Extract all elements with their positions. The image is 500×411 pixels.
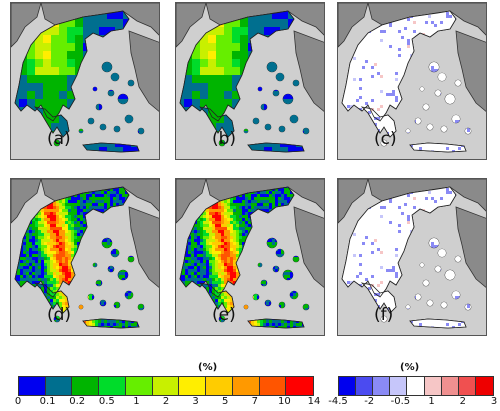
map-greece-d bbox=[11, 179, 159, 329]
colorbar-swatch bbox=[339, 377, 357, 395]
panel-label-e: (e) bbox=[212, 305, 236, 325]
map-panel-f: (f) bbox=[337, 178, 487, 336]
colorbar-tick-label: 14 bbox=[307, 396, 321, 407]
colorbar-tick-label: 0.5 bbox=[98, 396, 115, 407]
colorbar-tick-label: 5 bbox=[222, 396, 229, 407]
colorbar-swatch bbox=[259, 377, 287, 395]
neighbour-land-0 bbox=[11, 179, 42, 224]
neighbour-land-2 bbox=[128, 30, 159, 112]
colorbar-left-title: (%) bbox=[198, 362, 218, 373]
colorbar-swatch bbox=[72, 377, 100, 395]
neighbour-land-0 bbox=[176, 3, 207, 48]
colorbar-right-title: (%) bbox=[400, 362, 420, 373]
colorbar-swatch bbox=[232, 377, 260, 395]
map-greece-c bbox=[338, 3, 486, 153]
neighbour-land-2 bbox=[455, 206, 486, 288]
colorbar-tick-label: 7 bbox=[251, 396, 258, 407]
panel-label-b: (b) bbox=[212, 129, 237, 149]
map-panel-b: (b) bbox=[175, 2, 325, 160]
map-panel-d: (d) bbox=[10, 178, 160, 336]
colorbar-tick-label: 0.2 bbox=[69, 396, 86, 407]
panel-label-c: (c) bbox=[374, 129, 397, 149]
map-greece-a bbox=[11, 3, 159, 153]
colorbar-tick-label: 1 bbox=[428, 396, 435, 407]
colorbar-tick-label: 10 bbox=[278, 396, 291, 407]
neighbour-land-0 bbox=[176, 179, 207, 224]
colorbar-swatch bbox=[179, 377, 207, 395]
colorbar-swatch bbox=[286, 377, 314, 395]
colorbar-tick-label: 0.1 bbox=[39, 396, 56, 407]
colorbar-swatch bbox=[390, 377, 408, 395]
colorbar-swatch bbox=[407, 377, 425, 395]
neighbour-land-2 bbox=[455, 30, 486, 112]
neighbour-land-2 bbox=[293, 30, 324, 112]
colorbar-swatch bbox=[458, 377, 476, 395]
colorbar-tick-label: 2 bbox=[162, 396, 170, 407]
map-panel-c: (c) bbox=[337, 2, 487, 160]
colorbar-swatch bbox=[45, 377, 73, 395]
map-panel-a: (a) bbox=[10, 2, 160, 160]
colorbar-swatch bbox=[125, 377, 153, 395]
colorbar-swatch bbox=[206, 377, 233, 395]
neighbour-land-2 bbox=[128, 206, 159, 288]
colorbar-swatch bbox=[152, 377, 180, 395]
panel-label-f: (f) bbox=[374, 305, 394, 325]
panel-label-a: (a) bbox=[47, 129, 71, 149]
colorbar-swatch bbox=[475, 377, 493, 395]
colorbar-left bbox=[18, 376, 314, 396]
map-panel-e: (e) bbox=[175, 178, 325, 336]
neighbour-land-0 bbox=[11, 3, 42, 48]
colorbar-tick-label: 1 bbox=[133, 396, 140, 407]
neighbour-land-0 bbox=[338, 179, 369, 224]
colorbar-tick-label: -4.5 bbox=[328, 396, 348, 407]
colorbar-tick-label: 2 bbox=[459, 396, 466, 407]
neighbour-land-2 bbox=[293, 206, 324, 288]
colorbar-swatch bbox=[19, 377, 46, 395]
colorbar-swatch bbox=[356, 377, 374, 395]
colorbar-tick-label: 3 bbox=[490, 396, 498, 407]
colorbar-tick-label: -0.5 bbox=[390, 396, 411, 407]
colorbar-tick-label: 3 bbox=[192, 396, 199, 407]
colorbar-swatch bbox=[441, 377, 459, 395]
colorbar-tick-label: -2 bbox=[364, 396, 375, 407]
map-greece-f bbox=[338, 179, 486, 329]
panel-label-d: (d) bbox=[47, 305, 72, 325]
neighbour-land-0 bbox=[338, 3, 369, 48]
map-greece-b bbox=[176, 3, 324, 153]
colorbar-swatch bbox=[99, 377, 126, 395]
colorbar-swatch bbox=[424, 377, 442, 395]
map-greece-e bbox=[176, 179, 324, 329]
colorbar-right bbox=[338, 376, 494, 396]
colorbar-swatch bbox=[373, 377, 391, 395]
colorbar-tick-label: 0 bbox=[14, 396, 22, 407]
